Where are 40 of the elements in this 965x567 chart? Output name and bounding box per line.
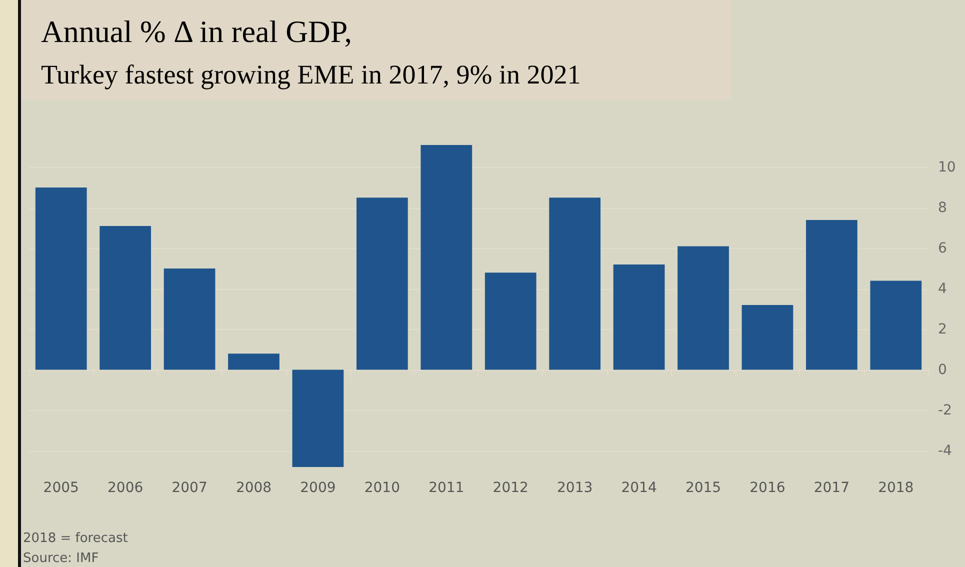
y-tick-label: 10 — [938, 159, 956, 176]
x-tick-label: 2017 — [814, 480, 850, 496]
bar — [35, 188, 87, 370]
text: 2018 = forecast — [23, 531, 128, 546]
x-tick-label: 2008 — [236, 480, 272, 496]
source-note: Source: IMF — [23, 551, 99, 566]
y-tick-label: -2 — [938, 402, 952, 418]
x-tick-label: 2018 — [878, 480, 914, 496]
bar — [228, 354, 280, 370]
bar — [549, 198, 601, 370]
x-tick-label: 2016 — [750, 480, 786, 496]
y-tick-label: 6 — [938, 240, 947, 256]
x-tick-label: 2009 — [300, 480, 336, 496]
x-tick-label: 2007 — [172, 480, 208, 496]
y-tick-label: 2 — [938, 321, 947, 338]
x-tick-label: 2013 — [557, 480, 593, 496]
bar — [292, 370, 344, 467]
bar — [742, 305, 794, 370]
x-tick-label: 2011 — [428, 480, 464, 496]
x-tick-label: 2010 — [364, 480, 400, 496]
bar — [100, 226, 152, 370]
bar — [678, 246, 729, 370]
x-tick-label: 2014 — [621, 480, 657, 496]
bar — [164, 268, 216, 370]
x-tick-label: 2012 — [492, 480, 528, 496]
bar — [806, 220, 858, 370]
bar — [613, 264, 665, 370]
x-tick-label: 2015 — [685, 480, 722, 496]
chart-subtitle: Turkey fastest growing EME in 2017, 9% in 2021 — [41, 60, 581, 90]
bar — [356, 198, 408, 370]
bar — [870, 280, 922, 370]
chart-title: Annual % Δ in real GDP, — [41, 14, 352, 49]
y-tick-label: 0 — [938, 362, 947, 378]
y-tick-label: 8 — [938, 200, 947, 216]
bar — [484, 272, 536, 370]
y-tick-label: 4 — [938, 280, 947, 297]
y-tick-label: -4 — [938, 442, 952, 459]
x-tick-label: 2006 — [108, 480, 144, 496]
bar — [420, 145, 472, 370]
x-tick-label: 2005 — [43, 480, 79, 496]
